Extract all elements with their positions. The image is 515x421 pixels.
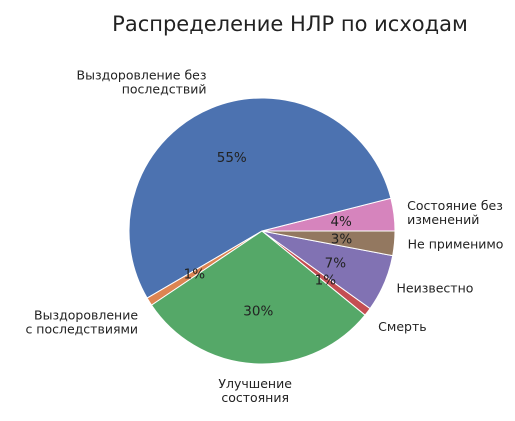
pie-slice [128,97,392,299]
slice-category-label: Смерть [378,319,426,334]
slice-category-label: Выздоровление без последствий [77,68,207,97]
slice-category-label: Улучшение состояния [218,376,292,405]
slice-category-label: Состояние без изменений [407,198,503,227]
slice-percent-label: 4% [330,214,352,230]
pie-percent-labels: 4%55%1%30%1%7%3% [184,150,353,320]
slice-percent-label: 7% [325,255,347,271]
slice-percent-label: 30% [243,304,273,320]
slice-percent-label: 3% [331,231,353,247]
slice-percent-label: 1% [184,266,206,282]
pie-category-labels: Состояние без изменений Выздоровление без п… [25,68,503,406]
slice-percent-label: 55% [217,150,247,166]
pie-slice [150,230,366,365]
slice-category-label: Неизвестно [397,281,474,296]
pie-slice [261,230,396,257]
slice-percent-label: 1% [315,272,337,288]
chart-title: Распределение НЛР по исходам [112,12,468,36]
slice-category-label: Не применимо [408,237,504,252]
slice-category-label: Выздоровление с последствиями [25,308,138,337]
pie-slices [128,97,396,365]
